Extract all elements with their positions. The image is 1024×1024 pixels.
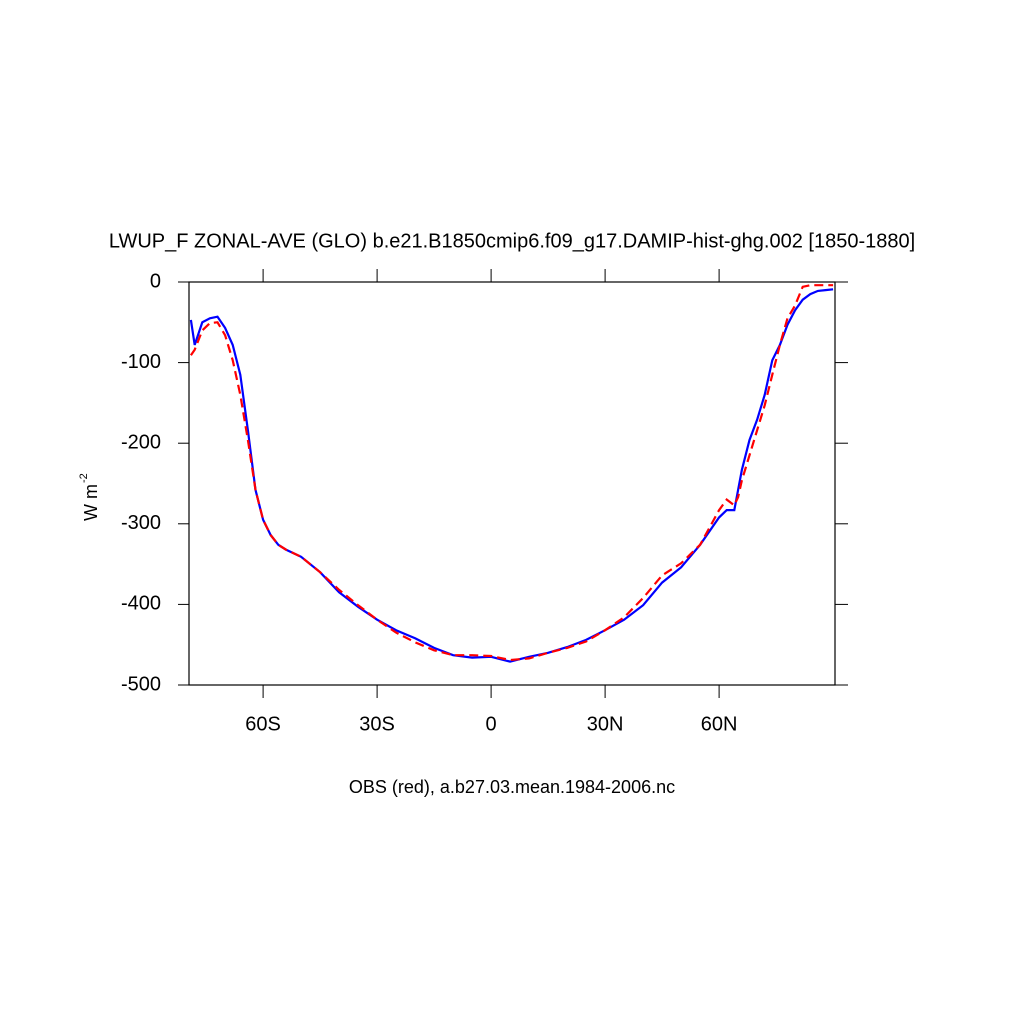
chart-title: LWUP_F ZONAL-AVE (GLO) b.e21.B1850cmip6.…	[109, 230, 915, 252]
y-tick-label: -300	[121, 512, 161, 534]
y-tick-label: -100	[121, 351, 161, 373]
y-label-text: W m	[81, 484, 101, 521]
x-tick-label: 30S	[359, 713, 395, 735]
y-tick-label: 0	[150, 270, 161, 292]
y-axis-label: W m -2	[78, 473, 101, 521]
y-tick-label: -500	[121, 673, 161, 695]
series-line	[189, 284, 834, 662]
x-tick-label: 60S	[245, 713, 281, 735]
y-label-sup: -2	[78, 473, 90, 483]
y-tick-label: -200	[121, 431, 161, 453]
x-axis-label: OBS (red), a.b27.03.mean.1984-2006.nc	[349, 777, 675, 797]
x-tick-label: 30N	[587, 713, 624, 735]
series-line	[189, 288, 834, 663]
x-tick-label: 0	[486, 713, 497, 735]
plot-frame	[188, 281, 836, 686]
x-tick-label: 60N	[701, 713, 738, 735]
y-tick-label: -400	[121, 593, 161, 615]
